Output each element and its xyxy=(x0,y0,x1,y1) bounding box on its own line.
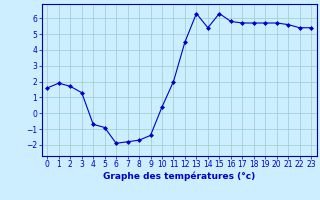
X-axis label: Graphe des températures (°c): Graphe des températures (°c) xyxy=(103,172,255,181)
